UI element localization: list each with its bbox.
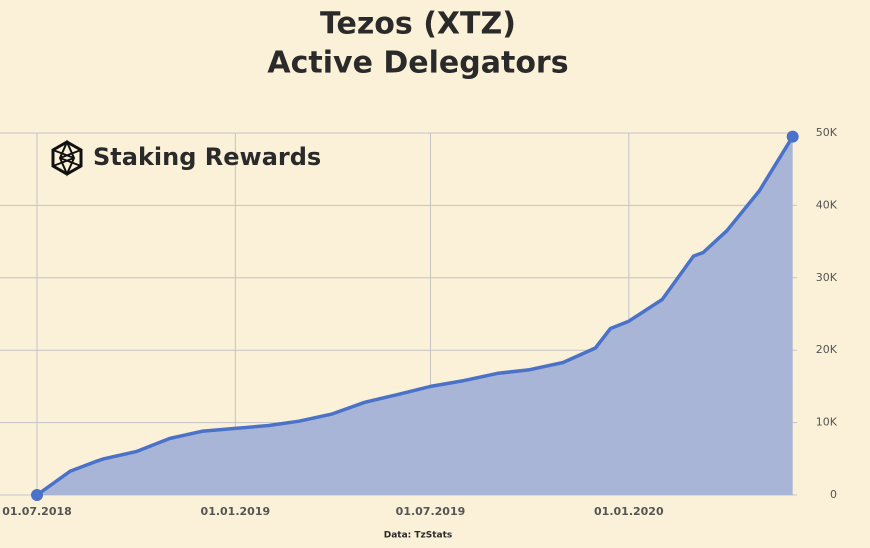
area xyxy=(37,136,793,495)
source-note: Data: TzStats xyxy=(384,531,453,541)
end-point xyxy=(31,489,43,501)
brand-logo xyxy=(51,139,83,177)
end-point xyxy=(786,130,799,143)
x-tick-label: 01.01.2019 xyxy=(201,505,271,518)
y-tick-label: 0 xyxy=(830,488,837,501)
chart-title: Active Delegators xyxy=(267,46,568,81)
plot: 0 10K 20K 30K 40K 50K 01.07.2018 01.01.2019 01.0… xyxy=(0,126,838,518)
y-tick-label: 40K xyxy=(816,198,838,211)
brand-name: Staking Rewards xyxy=(93,143,321,171)
x-tick-label: 01.07.2019 xyxy=(396,505,466,518)
y-tick-label: 30K xyxy=(816,271,838,284)
y-tick-label: 50K xyxy=(816,126,838,139)
chart-title: Tezos (XTZ) xyxy=(320,7,516,42)
y-tick-label: 20K xyxy=(816,343,838,356)
x-tick-label: 01.01.2020 xyxy=(594,505,664,518)
line xyxy=(35,135,795,497)
x-tick-label: 01.07.2018 xyxy=(2,505,72,518)
y-tick-label: 10K xyxy=(816,416,838,429)
